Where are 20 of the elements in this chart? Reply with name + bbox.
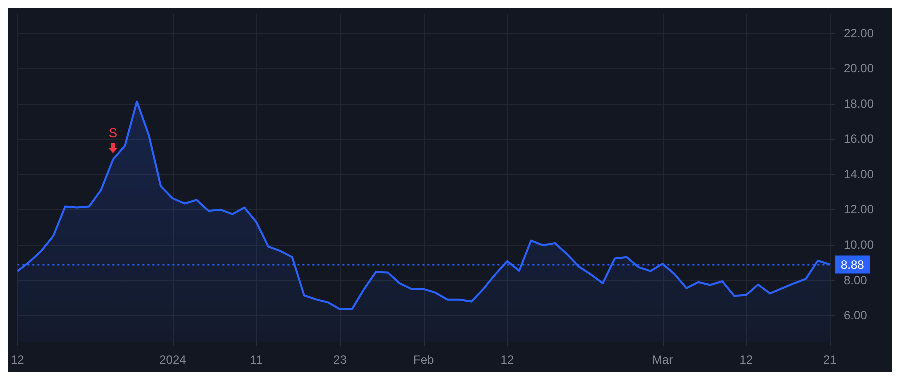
x-tick-label: 2024 bbox=[160, 353, 187, 367]
x-tick-label: 12 bbox=[740, 353, 754, 367]
y-tick-label: 8.00 bbox=[844, 273, 868, 288]
x-tick-label: 12 bbox=[10, 353, 25, 367]
y-tick-label: 10.00 bbox=[844, 238, 874, 252]
x-tick-label: 21 bbox=[823, 353, 837, 367]
ref-line-label: 8.88 bbox=[841, 258, 865, 272]
x-tick-label: Mar bbox=[652, 353, 674, 367]
y-tick-label: 12.00 bbox=[844, 202, 874, 217]
y-tick-label: 20.00 bbox=[844, 62, 874, 76]
y-tick-label: 6.00 bbox=[844, 308, 868, 323]
y-tick-label: 18.00 bbox=[844, 96, 874, 111]
x-tick-label: 11 bbox=[250, 353, 264, 367]
annotation: S bbox=[108, 125, 118, 140]
x-tick-label: 23 bbox=[334, 353, 348, 367]
y-tick-label: 22.00 bbox=[844, 26, 874, 40]
y-tick-label: 16.00 bbox=[844, 132, 874, 146]
x-tick-label: 12 bbox=[500, 353, 514, 367]
y-tick-label: 14.00 bbox=[844, 167, 874, 182]
x-tick-label: Feb bbox=[413, 353, 434, 367]
